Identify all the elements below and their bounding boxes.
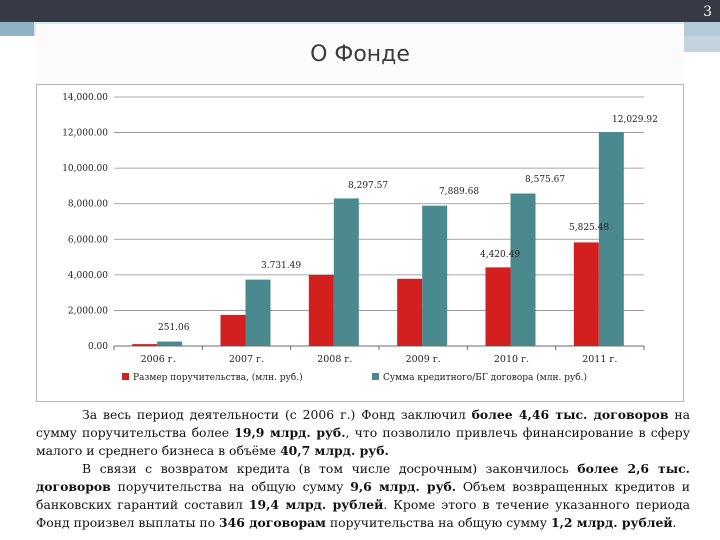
bar-credit	[510, 193, 536, 346]
data-label: 5,825.48	[569, 223, 609, 233]
left-accent	[0, 22, 34, 36]
x-tick-label: 2006 г.	[141, 354, 176, 365]
y-tick-label: 10,000.00	[62, 164, 108, 174]
legend-swatch	[122, 373, 129, 380]
y-tick-label: 6,000.00	[68, 235, 108, 245]
body-emphasis: 19,4 млрд. рублей	[248, 497, 384, 512]
y-tick-label: 12,000.00	[62, 129, 108, 139]
bar-guarantee	[397, 278, 423, 346]
body-emphasis: 40,7 млрд. руб.	[280, 443, 389, 458]
body-run: За весь период деятельности (с 2006 г.) …	[82, 407, 472, 422]
body-run: В связи с возвратом кредита (в том числе…	[82, 461, 578, 476]
x-tick-label: 2008 г.	[317, 354, 352, 365]
y-tick-label: 8,000.00	[68, 200, 108, 210]
y-tick-label: 0.00	[88, 342, 108, 352]
paragraph-contracts: За весь период деятельности (с 2006 г.) …	[36, 406, 690, 460]
data-label: 3.731.49	[261, 261, 301, 271]
x-tick-label: 2011 г.	[582, 354, 617, 365]
bar-credit	[422, 205, 448, 346]
legend-label: Сумма кредитного/БГ договора (млн. руб.)	[383, 372, 587, 383]
x-tick-label: 2010 г.	[494, 354, 529, 365]
body-run: поручительства на общую сумму	[110, 479, 351, 494]
body-emphasis: 1,2 млрд. рублей	[550, 515, 673, 530]
body-run: , что позволило привлечь финансирование …	[36, 425, 690, 458]
bar-credit	[157, 341, 183, 346]
slide-number: 3	[703, 4, 712, 20]
bar-guarantee	[132, 344, 158, 346]
body-text: За весь период деятельности (с 2006 г.) …	[36, 406, 690, 532]
data-label: 8,297.57	[348, 181, 388, 191]
bar-guarantee	[308, 274, 334, 346]
y-tick-label: 2,000.00	[68, 306, 108, 316]
x-tick-label: 2007 г.	[229, 354, 264, 365]
body-emphasis: более 4,46 тыс. договоров	[471, 407, 669, 422]
top-bar	[0, 0, 720, 22]
bar-guarantee	[573, 242, 599, 346]
paragraph-returns: В связи с возвратом кредита (в том числе…	[36, 460, 690, 532]
bar-credit	[333, 198, 359, 346]
bar-credit	[245, 279, 271, 346]
data-label: 12,029.92	[612, 115, 658, 125]
body-run: Объем возвращенных кредитов и банковских…	[36, 479, 690, 512]
slide-title: О Фонде	[310, 42, 410, 67]
legend-swatch	[372, 373, 379, 380]
body-emphasis: 19,9 млрд. руб.	[234, 425, 346, 440]
y-tick-label: 4,000.00	[68, 271, 108, 281]
bar-chart: 0.00 2,000.00 4,000.00 6,000.00 8,000.00 10,0…	[62, 93, 658, 383]
body-run: на сумму поручительства более	[36, 407, 690, 440]
data-label: 4,420.49	[480, 250, 520, 260]
body-run: . Кроме этого в течение указанного перио…	[36, 497, 690, 530]
bar-guarantee	[220, 314, 246, 346]
data-label: 8,575.67	[525, 175, 565, 185]
y-tick-label: 14,000.00	[62, 93, 108, 103]
right-accent	[684, 22, 720, 52]
body-emphasis: 346 договорам	[219, 515, 326, 530]
body-run: поручительства на общую сумму	[325, 515, 551, 530]
body-emphasis: 9,6 млрд. руб.	[350, 479, 457, 494]
data-label: 251.06	[158, 323, 190, 333]
body-emphasis: более 2,6 тыс. договоров	[36, 461, 690, 494]
body-run: .	[672, 515, 677, 530]
bar-guarantee	[485, 267, 511, 346]
title-box: О Фонде	[36, 24, 684, 84]
legend-label: Размер поручительства, (млн. руб.)	[133, 372, 303, 383]
x-tick-label: 2009 г.	[406, 354, 441, 365]
bar-credit	[598, 132, 624, 346]
data-label: 7,889.68	[439, 187, 479, 197]
